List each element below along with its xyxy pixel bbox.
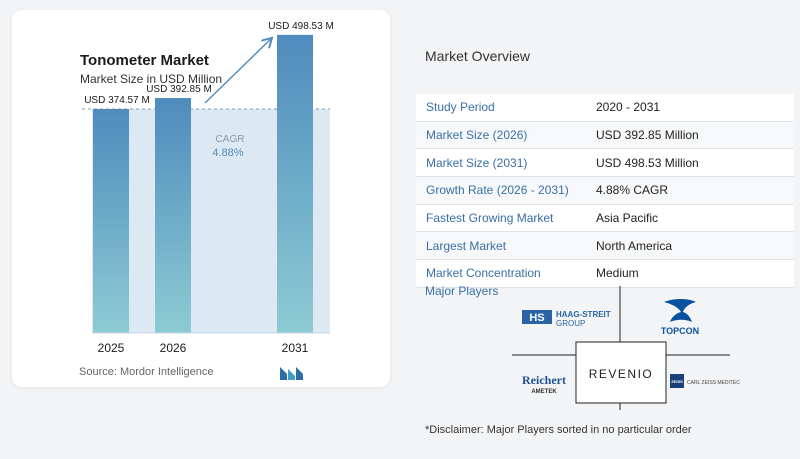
overview-row-value: USD 392.85 Million bbox=[596, 128, 699, 143]
overview-row-label: Study Period bbox=[426, 100, 495, 115]
x-tick-label: 2025 bbox=[98, 341, 125, 355]
cagr-arrow bbox=[204, 39, 271, 104]
bar-2026 bbox=[155, 98, 191, 334]
zeiss-name: CARL ZEISS MEDITEC bbox=[687, 380, 740, 386]
overview-row-label: Market Size (2031) bbox=[426, 155, 528, 170]
bar-value-label: USD 392.85 M bbox=[146, 84, 212, 95]
x-tick-label: 2026 bbox=[160, 341, 187, 355]
overview-row-value: USD 498.53 Million bbox=[596, 155, 699, 170]
overview-row-value: 4.88% CAGR bbox=[596, 183, 669, 198]
revenio-logo: REVENIO bbox=[576, 365, 666, 381]
overview-row-label: Growth Rate (2026 - 2031) bbox=[426, 183, 569, 198]
overview-row-value: 2020 - 2031 bbox=[596, 100, 661, 115]
market-size-chart: USD 374.57 M 2025 USD 392.85 M 2026 USD 498.… bbox=[82, 21, 334, 355]
zeiss-mark: ZEISS bbox=[671, 379, 683, 384]
overview-row-label: Largest Market bbox=[426, 238, 507, 253]
reichert-logo: Reichert AMETEK bbox=[520, 370, 568, 396]
overview-row: Growth Rate (2026 - 2031) 4.88% CAGR bbox=[416, 177, 794, 205]
bar-2025 bbox=[93, 108, 129, 333]
market-overview-panel: Market Overview Study Period 2020 - 2031 M… bbox=[408, 10, 794, 450]
haag-streit-logo-icon: HS HAAG-STREIT GROUP bbox=[522, 310, 611, 328]
overview-row-value: Medium bbox=[596, 266, 639, 281]
overview-row-label: Fastest Growing Market bbox=[426, 211, 554, 226]
zeiss-logo-icon: ZEISS CARL ZEISS MEDITEC bbox=[670, 374, 740, 388]
reichert-name: Reichert bbox=[522, 373, 566, 387]
players-grid-lines bbox=[512, 286, 730, 410]
overview-row: Market Concentration Medium bbox=[416, 260, 794, 288]
disclaimer: *Disclaimer: Major Players sorted in no … bbox=[425, 424, 692, 436]
source-note: Source: Mordor Intelligence bbox=[79, 366, 214, 378]
overview-row: Largest Market North America bbox=[416, 232, 794, 261]
chart-subtitle: Market Size in USD Million bbox=[80, 72, 223, 86]
cagr-value: 4.88% bbox=[212, 147, 243, 159]
bar-value-label: USD 498.53 M bbox=[268, 21, 334, 32]
zeiss-logo: ZEISS CARL ZEISS MEDITEC bbox=[670, 372, 750, 392]
reichert-sub: AMETEK bbox=[531, 389, 557, 395]
overview-row-label: Market Concentration bbox=[426, 266, 541, 281]
cagr-label: CAGR bbox=[216, 134, 245, 145]
overview-row-value: North America bbox=[596, 238, 673, 253]
chart-title: Tonometer Market bbox=[80, 52, 209, 69]
overview-table: Study Period 2020 - 2031 Market Size (2026… bbox=[416, 94, 794, 288]
overview-title: Market Overview bbox=[425, 48, 531, 64]
topcon-logo-icon: TOPCON bbox=[661, 299, 699, 336]
x-tick-label: 2031 bbox=[282, 341, 309, 355]
overview-row-value: Asia Pacific bbox=[596, 211, 659, 226]
major-players-title: Major Players bbox=[425, 284, 499, 298]
overview-row-label: Market Size (2026) bbox=[426, 128, 528, 143]
haag-mark: HS bbox=[529, 312, 544, 324]
haag-line1: HAAG-STREIT bbox=[556, 310, 611, 319]
revenio-name: REVENIO bbox=[588, 367, 654, 381]
haag-line2: GROUP bbox=[556, 319, 585, 328]
bar-value-label: USD 374.57 M bbox=[84, 95, 150, 106]
overview-row: Study Period 2020 - 2031 bbox=[416, 94, 794, 122]
overview-row: Market Size (2031) USD 498.53 Million bbox=[416, 149, 794, 178]
overview-row: Market Size (2026) USD 392.85 Million bbox=[416, 121, 794, 150]
chart-card: USD 374.57 M 2025 USD 392.85 M 2026 USD 498.… bbox=[12, 10, 390, 387]
topcon-logo: TOPCON bbox=[652, 298, 708, 338]
bar-2031 bbox=[277, 34, 313, 334]
reichert-logo-icon: Reichert AMETEK bbox=[522, 373, 566, 395]
topcon-name: TOPCON bbox=[661, 326, 699, 336]
overview-row: Fastest Growing Market Asia Pacific bbox=[416, 204, 794, 233]
haag-streit-logo: HS HAAG-STREIT GROUP bbox=[522, 306, 618, 332]
mordor-intelligence-logo-icon bbox=[280, 367, 303, 380]
